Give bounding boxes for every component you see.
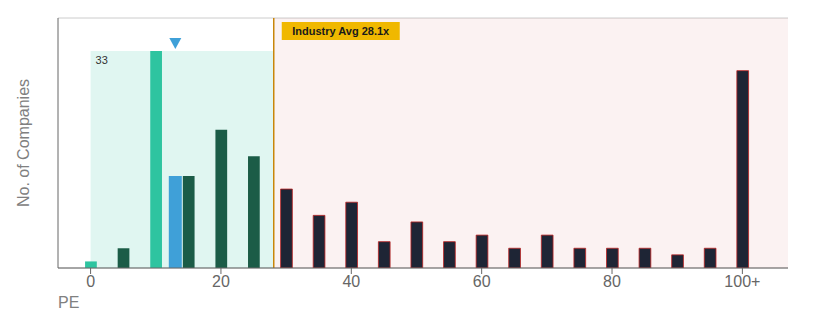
svg-text:60: 60 xyxy=(473,273,491,290)
svg-text:Industry Avg 28.1x: Industry Avg 28.1x xyxy=(292,25,390,37)
svg-text:PE: PE xyxy=(58,294,79,311)
svg-text:100+: 100+ xyxy=(724,273,760,290)
svg-text:20: 20 xyxy=(212,273,230,290)
svg-text:No. of Companies: No. of Companies xyxy=(15,79,32,207)
svg-text:0: 0 xyxy=(86,273,95,290)
svg-text:40: 40 xyxy=(342,273,360,290)
svg-text:80: 80 xyxy=(603,273,621,290)
svg-text:33: 33 xyxy=(96,54,108,66)
